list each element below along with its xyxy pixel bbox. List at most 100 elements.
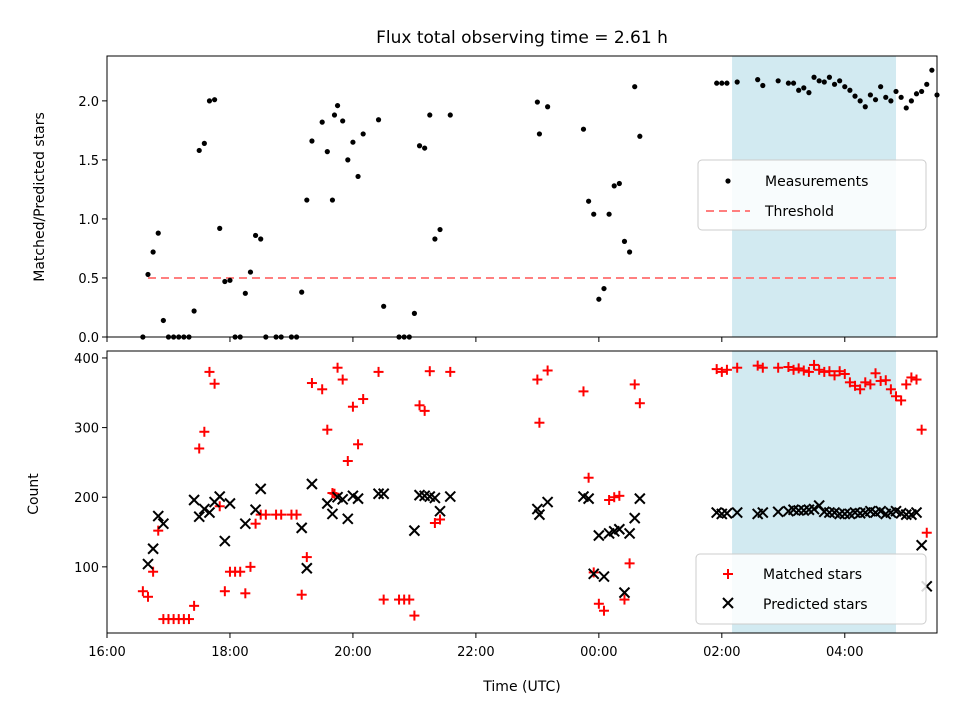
measurement-point bbox=[586, 198, 592, 204]
matched-star-point bbox=[824, 366, 835, 377]
matched-star-point bbox=[317, 384, 328, 395]
measurement-point bbox=[211, 97, 218, 103]
predicted-star-point bbox=[408, 524, 421, 537]
measurement-point bbox=[340, 118, 346, 124]
matched-star-point bbox=[916, 424, 927, 435]
matched-star-point bbox=[291, 509, 302, 520]
bottom-data-points bbox=[137, 359, 933, 625]
matched-star-point bbox=[865, 379, 876, 390]
top-y-tick-label: 0.5 bbox=[78, 272, 99, 287]
bottom-y-tick-label: 100 bbox=[74, 561, 99, 576]
matched-star-point bbox=[337, 374, 348, 385]
legend-marker-matched-stars bbox=[723, 569, 733, 579]
measurement-point bbox=[606, 211, 612, 217]
predicted-star-point bbox=[629, 512, 641, 524]
measurement-point bbox=[345, 157, 351, 163]
x-tick-label: 22:00 bbox=[457, 645, 494, 660]
measurement-point bbox=[785, 80, 792, 86]
matched-star-point bbox=[532, 374, 543, 385]
chart-title: Flux total observing time = 2.61 h bbox=[376, 28, 668, 48]
predicted-star-point bbox=[623, 527, 636, 540]
predicted-star-point bbox=[721, 507, 733, 519]
measurement-point bbox=[545, 104, 551, 110]
measurement-point bbox=[908, 98, 914, 104]
measurement-point bbox=[360, 131, 366, 137]
measurement-point bbox=[867, 92, 873, 98]
matched-star-point bbox=[773, 362, 784, 373]
matched-star-point bbox=[306, 378, 317, 389]
measurement-point bbox=[150, 249, 156, 255]
matched-star-point bbox=[844, 377, 855, 388]
matched-star-point bbox=[542, 365, 553, 376]
top-legend: Measurements Threshold bbox=[697, 159, 927, 231]
matched-star-point bbox=[921, 527, 932, 538]
matched-star-point bbox=[260, 509, 271, 520]
bottom-y-tick-label: 400 bbox=[74, 352, 99, 367]
matched-star-point bbox=[870, 368, 881, 379]
matched-star-point bbox=[809, 359, 820, 370]
measurement-point bbox=[862, 104, 868, 110]
measurement-point bbox=[416, 143, 423, 149]
measurement-point bbox=[534, 99, 540, 105]
matched-star-point bbox=[137, 586, 148, 597]
predicted-star-point bbox=[618, 586, 631, 599]
measurement-point bbox=[227, 277, 233, 283]
measurement-point bbox=[755, 77, 761, 83]
predicted-star-point bbox=[193, 511, 205, 523]
measurement-point bbox=[591, 211, 597, 217]
legend-label-matched-stars: Matched stars bbox=[763, 567, 862, 583]
matched-star-point bbox=[219, 586, 230, 597]
measurement-point bbox=[201, 140, 207, 146]
predicted-star-point bbox=[336, 493, 349, 506]
measurement-point bbox=[247, 269, 254, 275]
top-y-tick-label: 1.0 bbox=[78, 213, 99, 228]
predicted-star-point bbox=[613, 523, 626, 535]
predicted-star-point bbox=[429, 492, 441, 504]
top-y-axis-label: Matched/Predicted stars bbox=[32, 112, 48, 282]
matched-star-point bbox=[296, 589, 307, 600]
matched-star-point bbox=[209, 378, 220, 389]
matched-star-point bbox=[906, 372, 917, 383]
matched-star-point bbox=[424, 366, 435, 377]
measurement-point bbox=[811, 74, 817, 80]
measurement-point bbox=[252, 232, 259, 239]
measurement-point bbox=[350, 139, 356, 145]
measurement-point bbox=[626, 249, 633, 255]
measurement-point bbox=[857, 98, 863, 104]
matched-star-point bbox=[199, 426, 210, 437]
matched-star-point bbox=[880, 375, 891, 386]
matched-star-point bbox=[598, 605, 609, 616]
matched-star-point bbox=[732, 362, 743, 373]
matched-star-point bbox=[839, 368, 850, 379]
predicted-star-point bbox=[342, 513, 354, 525]
measurement-point bbox=[724, 80, 730, 86]
measurement-point bbox=[355, 173, 361, 180]
measurement-point bbox=[217, 225, 223, 231]
predicted-star-point bbox=[152, 510, 164, 522]
top-y-tick-label: 0.0 bbox=[78, 331, 99, 346]
matched-star-point bbox=[614, 490, 625, 501]
measurement-point bbox=[796, 87, 802, 93]
legend-label-predicted-stars: Predicted stars bbox=[763, 597, 868, 613]
matched-star-point bbox=[194, 443, 205, 454]
predicted-star-point bbox=[434, 505, 446, 517]
measurement-point bbox=[852, 93, 858, 99]
measurement-point bbox=[155, 230, 161, 236]
matched-star-point bbox=[183, 614, 194, 625]
top-plot-frame bbox=[106, 55, 938, 338]
matched-star-point bbox=[834, 366, 845, 377]
predicted-star-point bbox=[533, 508, 546, 521]
matched-star-point bbox=[414, 400, 425, 411]
measurement-point bbox=[319, 119, 325, 125]
top-legend-box bbox=[697, 159, 927, 231]
predicted-star-point bbox=[598, 570, 610, 583]
bottom-axis: 100 200 300 400 16:00 18:00 20:00 22:00 00:00 02:… bbox=[74, 352, 863, 660]
predicted-star-point bbox=[808, 503, 820, 515]
measurement-point bbox=[437, 226, 443, 233]
measurement-point bbox=[611, 183, 617, 189]
bottom-legend-box bbox=[695, 553, 927, 625]
measurement-point bbox=[903, 105, 909, 111]
predicted-star-point bbox=[142, 558, 154, 570]
predicted-star-point bbox=[582, 492, 595, 505]
matched-star-point bbox=[896, 395, 907, 406]
